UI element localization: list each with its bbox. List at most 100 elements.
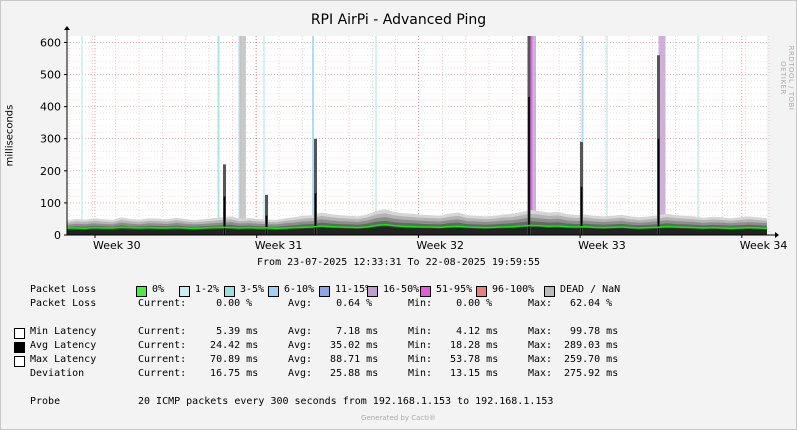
y-tick-label: 300	[40, 133, 61, 146]
packet-loss-legend-label: Packet Loss	[30, 284, 97, 295]
packet-loss-bucket-label: 0%	[152, 284, 165, 295]
stat-row-label: Avg Latency	[30, 340, 97, 351]
packet-loss-bucket-label: DEAD / NaN	[560, 284, 621, 295]
packet-loss-bucket-label: 16-50%	[383, 284, 420, 295]
latency-spike-core	[657, 138, 660, 235]
stat-avg-value: 0.64 %	[312, 298, 373, 309]
stat-avg-value: 35.02 ms	[312, 340, 379, 351]
packet-loss-band	[263, 36, 265, 235]
packet-loss-band	[606, 36, 608, 235]
packet-loss-bucket-label: 6-10%	[284, 284, 315, 295]
packet-loss-band	[375, 36, 377, 235]
y-tick-label: 100	[40, 197, 61, 210]
stat-min-value: 18.28 ms	[432, 340, 499, 351]
packet-loss-band	[581, 36, 584, 235]
packet-loss-bucket-label: 1-2%	[195, 284, 220, 295]
stat-avg-value: 25.88 ms	[312, 368, 379, 379]
packet-loss-band	[239, 36, 246, 235]
packet-loss-swatch	[476, 286, 487, 297]
packet-loss-band	[238, 36, 241, 235]
stat-key-current: Current:	[138, 298, 187, 309]
packet-loss-band	[697, 36, 699, 235]
packet-loss-bucket-label: 51-95%	[436, 284, 473, 295]
stat-key-min: Min:	[408, 340, 433, 351]
x-tick-label: Week 33	[578, 239, 626, 252]
stat-min-value: 53.78 ms	[432, 354, 499, 365]
stat-min-value: 4.12 ms	[432, 326, 499, 337]
avg-latency-line	[67, 223, 768, 230]
stat-key-max: Max:	[528, 340, 553, 351]
stat-key-avg: Avg:	[288, 326, 313, 337]
stat-max-value: 259.70 ms	[552, 354, 619, 365]
y-tick-label: 200	[40, 165, 61, 178]
x-axis-arrow	[775, 232, 779, 238]
packet-loss-bucket-label: 3-5%	[240, 284, 265, 295]
chart-title: RPI AirPi - Advanced Ping	[310, 12, 487, 28]
plot-background	[67, 36, 767, 235]
stat-current-value: 70.89 ms	[192, 354, 259, 365]
stat-current-value: 5.39 ms	[192, 326, 259, 337]
date-range: From 23-07-2025 12:33:31 To 22-08-2025 1…	[257, 257, 540, 268]
stat-key-min: Min:	[408, 368, 433, 379]
stat-key-current: Current:	[138, 326, 187, 337]
packet-loss-bucket-label: 96-100%	[492, 284, 535, 295]
series-swatch	[14, 328, 25, 339]
packet-loss-swatch	[544, 286, 555, 297]
stat-row-label: Packet Loss	[30, 298, 97, 309]
latency-spike-core	[580, 186, 583, 235]
stat-min-value: 0.00 %	[432, 298, 493, 309]
packet-loss-band	[81, 36, 83, 235]
latency-spike-core	[528, 96, 530, 235]
stat-avg-value: 7.18 ms	[312, 326, 379, 337]
packet-loss-swatch	[179, 286, 190, 297]
x-tick-label: Week 30	[93, 239, 141, 252]
stat-key-avg: Avg:	[288, 340, 313, 351]
packet-loss-band	[658, 36, 666, 235]
y-tick-label: 500	[40, 69, 61, 82]
stat-key-min: Min:	[408, 298, 433, 309]
probe-text: 20 ICMP packets every 300 seconds from 1…	[138, 396, 554, 407]
latency-spike-core	[314, 193, 317, 235]
stat-key-avg: Avg:	[288, 368, 313, 379]
packet-loss-bucket-label: 11-15%	[335, 284, 372, 295]
series-swatch	[14, 342, 25, 353]
stat-key-current: Current:	[138, 340, 187, 351]
stat-row-label: Min Latency	[30, 326, 97, 337]
stat-key-max: Max:	[528, 368, 553, 379]
stat-current-value: 0.00 %	[192, 298, 253, 309]
x-tick-label: Week 34	[740, 239, 788, 252]
latency-spike	[265, 194, 268, 235]
y-tick-label: 0	[54, 229, 61, 242]
latency-band-area	[67, 226, 767, 235]
latency-spike	[314, 138, 317, 235]
stat-row-label: Deviation	[30, 368, 85, 379]
stat-row-label: Max Latency	[30, 354, 97, 365]
y-axis-arrow	[64, 26, 70, 30]
packet-loss-swatch	[319, 286, 330, 297]
packet-loss-swatch	[224, 286, 235, 297]
packet-loss-swatch	[268, 286, 279, 297]
x-tick-label: Week 31	[255, 239, 303, 252]
stat-key-avg: Avg:	[288, 298, 313, 309]
y-tick-label: 400	[40, 101, 61, 114]
packet-loss-swatch	[367, 286, 378, 297]
stat-max-value: 289.03 ms	[552, 340, 619, 351]
stat-key-min: Min:	[408, 354, 433, 365]
stat-key-min: Min:	[408, 326, 433, 337]
stat-key-max: Max:	[528, 298, 553, 309]
packet-loss-swatch	[420, 286, 431, 297]
x-tick-label: Week 32	[416, 239, 464, 252]
series-swatch	[14, 356, 25, 367]
packet-loss-swatch	[136, 286, 147, 297]
stat-key-current: Current:	[138, 368, 187, 379]
stat-current-value: 24.42 ms	[192, 340, 259, 351]
stat-min-value: 13.15 ms	[432, 368, 499, 379]
y-tick-label: 600	[40, 36, 61, 49]
packet-loss-band	[217, 36, 220, 235]
stat-max-value: 275.92 ms	[552, 368, 619, 379]
stat-key-max: Max:	[528, 326, 553, 337]
packet-loss-band	[529, 36, 536, 235]
stat-avg-value: 88.71 ms	[312, 354, 379, 365]
stat-current-value: 16.75 ms	[192, 368, 259, 379]
